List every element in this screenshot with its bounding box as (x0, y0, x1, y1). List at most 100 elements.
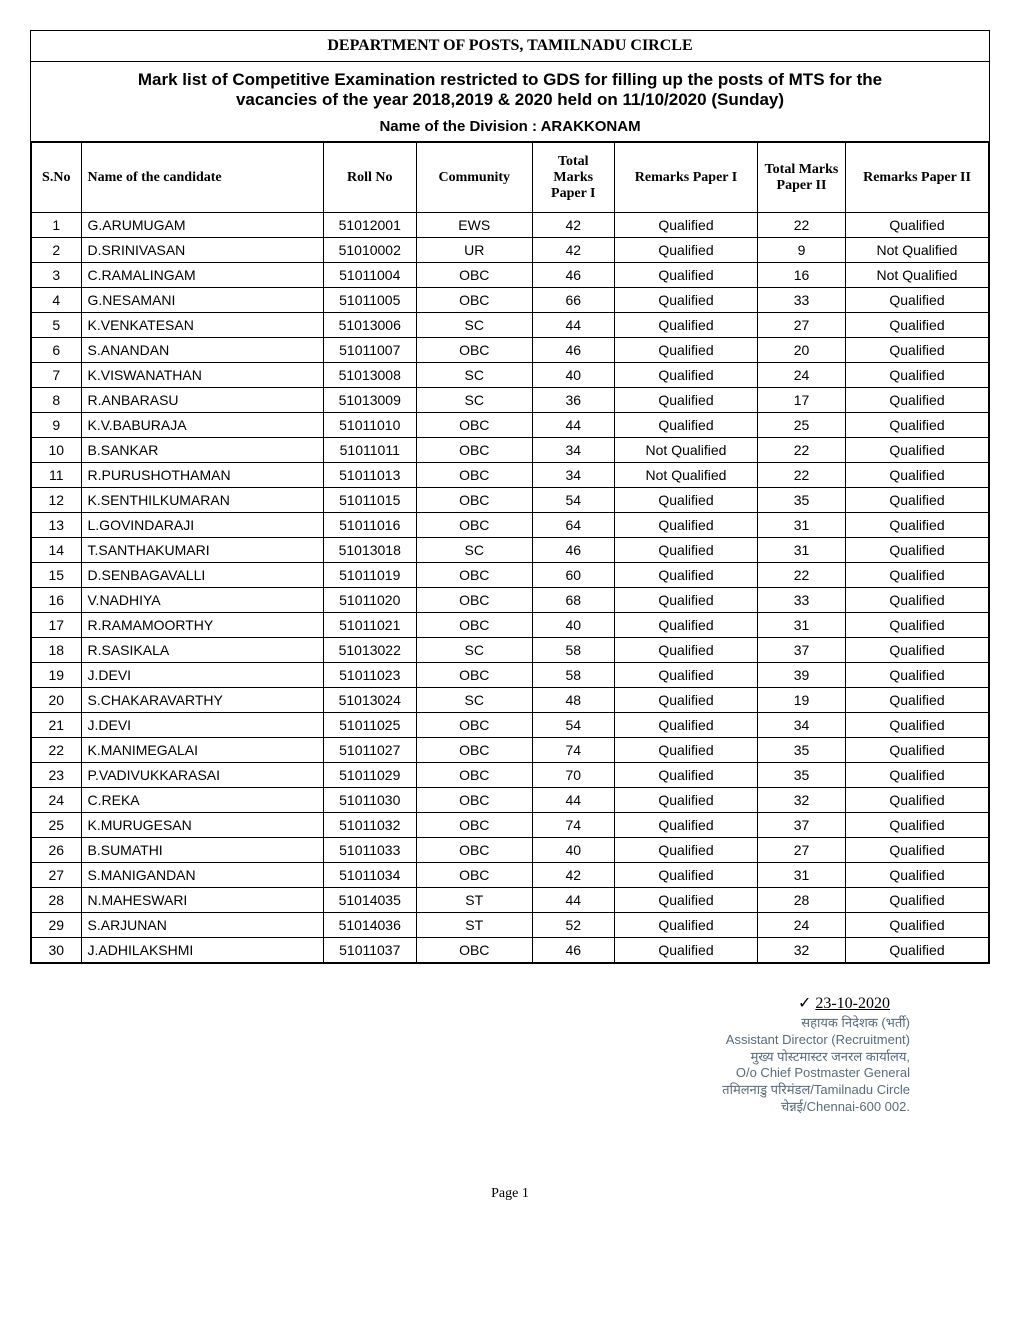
cell-name: S.ANANDAN (81, 338, 323, 363)
cell-name: N.MAHESWARI (81, 888, 323, 913)
col-sno: S.No (32, 143, 82, 213)
signature-line-3: मुख्य पोस्टमास्टर जनरल कार्यालय, (30, 1049, 910, 1066)
cell-p1: 52 (532, 913, 615, 938)
cell-community: SC (417, 638, 533, 663)
cell-p1: 60 (532, 563, 615, 588)
cell-p2: 37 (758, 813, 846, 838)
cell-community: SC (417, 363, 533, 388)
cell-sno: 21 (32, 713, 82, 738)
cell-r2: Qualified (846, 938, 989, 963)
document-container: DEPARTMENT OF POSTS, TAMILNADU CIRCLE Ma… (30, 30, 990, 964)
cell-name: J.DEVI (81, 713, 323, 738)
table-row: 15D.SENBAGAVALLI51011019OBC60Qualified22… (32, 563, 989, 588)
cell-community: OBC (417, 588, 533, 613)
cell-name: V.NADHIYA (81, 588, 323, 613)
cell-r1: Qualified (615, 388, 758, 413)
cell-r1: Qualified (615, 263, 758, 288)
cell-p1: 42 (532, 213, 615, 238)
signature-date: ✓ 23-10-2020 (30, 994, 910, 1015)
document-title: Mark list of Competitive Examination res… (31, 62, 989, 114)
cell-roll: 51011011 (323, 438, 417, 463)
table-row: 27S.MANIGANDAN51011034OBC42Qualified31Qu… (32, 863, 989, 888)
cell-r2: Qualified (846, 338, 989, 363)
cell-roll: 51011019 (323, 563, 417, 588)
cell-p2: 9 (758, 238, 846, 263)
signature-line-4: O/o Chief Postmaster General (30, 1065, 910, 1082)
cell-name: K.MANIMEGALAI (81, 738, 323, 763)
cell-p1: 44 (532, 788, 615, 813)
cell-name: D.SRINIVASAN (81, 238, 323, 263)
cell-roll: 51011032 (323, 813, 417, 838)
cell-sno: 11 (32, 463, 82, 488)
cell-r1: Qualified (615, 413, 758, 438)
cell-name: K.MURUGESAN (81, 813, 323, 838)
cell-sno: 2 (32, 238, 82, 263)
cell-roll: 51011005 (323, 288, 417, 313)
cell-p2: 37 (758, 638, 846, 663)
col-marks-p2: Total Marks Paper II (758, 143, 846, 213)
signature-line-1: सहायक निदेशक (भर्ती) (30, 1015, 910, 1032)
cell-community: EWS (417, 213, 533, 238)
cell-community: OBC (417, 613, 533, 638)
cell-name: R.RAMAMOORTHY (81, 613, 323, 638)
title-line-1: Mark list of Competitive Examination res… (138, 70, 882, 89)
cell-sno: 20 (32, 688, 82, 713)
cell-r1: Qualified (615, 663, 758, 688)
cell-community: OBC (417, 813, 533, 838)
cell-r2: Qualified (846, 588, 989, 613)
cell-r2: Qualified (846, 913, 989, 938)
cell-r2: Qualified (846, 838, 989, 863)
table-row: 26B.SUMATHI51011033OBC40Qualified27Quali… (32, 838, 989, 863)
cell-p1: 48 (532, 688, 615, 713)
cell-sno: 16 (32, 588, 82, 613)
cell-name: S.ARJUNAN (81, 913, 323, 938)
table-row: 19J.DEVI51011023OBC58Qualified39Qualifie… (32, 663, 989, 688)
cell-r2: Qualified (846, 488, 989, 513)
cell-r1: Qualified (615, 838, 758, 863)
cell-r1: Qualified (615, 888, 758, 913)
cell-roll: 51013008 (323, 363, 417, 388)
table-row: 10B.SANKAR51011011OBC34Not Qualified22Qu… (32, 438, 989, 463)
cell-p2: 34 (758, 713, 846, 738)
cell-p2: 19 (758, 688, 846, 713)
cell-r1: Qualified (615, 763, 758, 788)
table-row: 30J.ADHILAKSHMI51011037OBC46Qualified32Q… (32, 938, 989, 963)
cell-r2: Not Qualified (846, 263, 989, 288)
cell-p1: 44 (532, 888, 615, 913)
cell-p2: 22 (758, 438, 846, 463)
cell-community: SC (417, 313, 533, 338)
cell-r2: Qualified (846, 713, 989, 738)
cell-p2: 24 (758, 363, 846, 388)
cell-r1: Qualified (615, 688, 758, 713)
cell-name: D.SENBAGAVALLI (81, 563, 323, 588)
cell-p1: 40 (532, 613, 615, 638)
cell-p1: 42 (532, 238, 615, 263)
cell-community: OBC (417, 413, 533, 438)
cell-sno: 29 (32, 913, 82, 938)
division-name: Name of the Division : ARAKKONAM (31, 114, 989, 142)
cell-roll: 51011030 (323, 788, 417, 813)
table-row: 6S.ANANDAN51011007OBC46Qualified20Qualif… (32, 338, 989, 363)
cell-roll: 51014035 (323, 888, 417, 913)
cell-community: SC (417, 388, 533, 413)
table-row: 24C.REKA51011030OBC44Qualified32Qualifie… (32, 788, 989, 813)
cell-community: OBC (417, 488, 533, 513)
cell-name: G.ARUMUGAM (81, 213, 323, 238)
cell-p1: 70 (532, 763, 615, 788)
cell-roll: 51011037 (323, 938, 417, 963)
cell-p1: 46 (532, 263, 615, 288)
cell-p1: 46 (532, 538, 615, 563)
cell-p1: 44 (532, 413, 615, 438)
cell-r2: Qualified (846, 663, 989, 688)
cell-p1: 66 (532, 288, 615, 313)
cell-sno: 19 (32, 663, 82, 688)
cell-p1: 54 (532, 713, 615, 738)
cell-p2: 35 (758, 738, 846, 763)
signature-block: ✓ 23-10-2020 सहायक निदेशक (भर्ती) Assist… (30, 994, 990, 1116)
cell-p2: 28 (758, 888, 846, 913)
cell-name: J.DEVI (81, 663, 323, 688)
signature-line-6: चेन्नई/Chennai-600 002. (30, 1099, 910, 1116)
table-row: 23P.VADIVUKKARASAI51011029OBC70Qualified… (32, 763, 989, 788)
cell-p1: 64 (532, 513, 615, 538)
cell-p2: 31 (758, 513, 846, 538)
